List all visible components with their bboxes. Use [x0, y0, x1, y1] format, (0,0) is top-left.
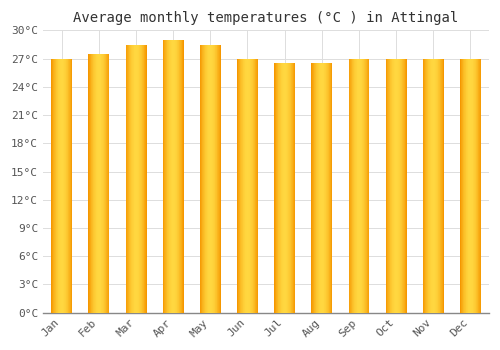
Title: Average monthly temperatures (°C ) in Attingal: Average monthly temperatures (°C ) in At… [74, 11, 458, 25]
